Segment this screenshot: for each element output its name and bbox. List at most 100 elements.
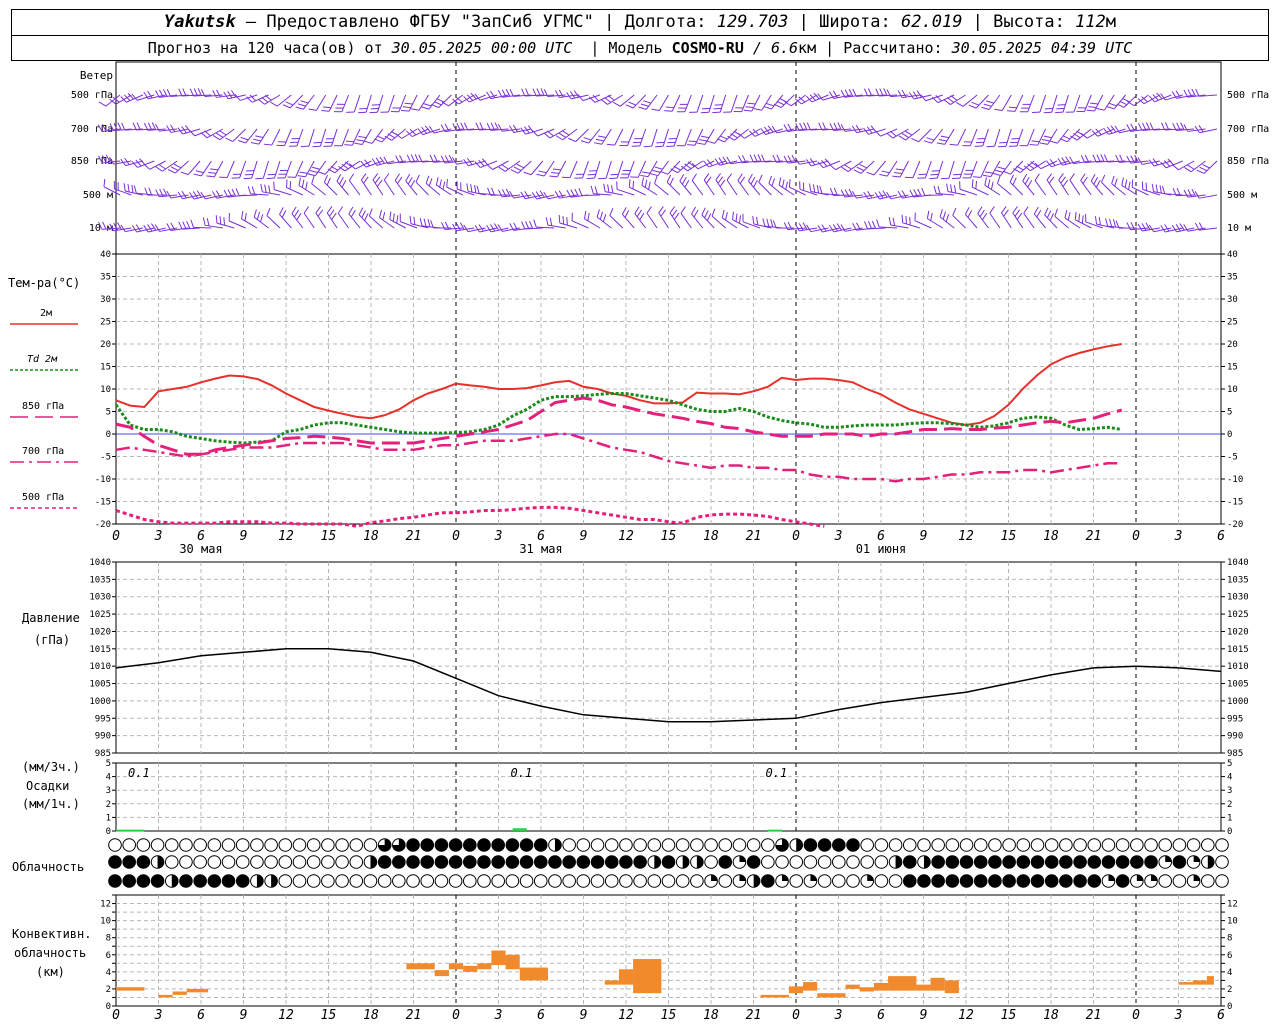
- wind-barb-staff: [662, 128, 669, 147]
- temp-hour-label: 12: [618, 529, 634, 544]
- wind-barb-staff: [1131, 186, 1149, 196]
- wind-barb-feather: [752, 215, 755, 225]
- cloud-symbol-fill: [796, 838, 803, 852]
- cloud-symbol: [988, 874, 1002, 888]
- wind-barb-staff: [219, 128, 235, 141]
- wind-barb-feather: [1176, 187, 1181, 196]
- cloud-symbol: [406, 874, 420, 888]
- wind-barb-staff: [456, 160, 475, 165]
- wind-barb-staff: [957, 128, 967, 146]
- convective-bar: [477, 963, 492, 970]
- wind-barb-feather: [1115, 154, 1120, 163]
- wind-barb-feather: [409, 215, 412, 224]
- wind-barb-feather: [155, 189, 160, 197]
- press-ytick-label: 990: [1227, 732, 1243, 742]
- wind-barb-feather: [1112, 219, 1117, 228]
- wind-barb-feather: [532, 88, 537, 97]
- temp-series-line-1: [114, 392, 1123, 445]
- cloud-symbol: [477, 874, 491, 888]
- wind-barb-staff: [1178, 160, 1195, 171]
- wind-barb-feather: [374, 138, 383, 143]
- wind-barb-feather: [240, 136, 249, 141]
- wind-barb-staff: [701, 214, 715, 229]
- wind-barb-feather: [664, 110, 673, 112]
- wind-barb-staff: [136, 227, 155, 233]
- cloud-symbol: [306, 874, 321, 888]
- wind-barb-feather: [952, 207, 957, 216]
- wind-barb-feather: [321, 110, 330, 112]
- wind-barb-feather: [803, 122, 808, 131]
- press-ytick-label: 1035: [1227, 575, 1249, 585]
- wind-barb-staff: [984, 184, 1001, 196]
- wind-barb-feather: [441, 101, 449, 107]
- temp-ytick-label: 30: [1227, 295, 1238, 305]
- wind-barb-staff: [787, 227, 806, 231]
- wind-barb-feather: [979, 209, 985, 218]
- header-title-row: Yakutsk — Предоставлено ФГБУ "ЗапСиб УГМ…: [12, 10, 1268, 36]
- wind-barb-feather: [718, 157, 724, 165]
- wind-barb-staff: [232, 128, 247, 142]
- wind-barb-feather: [195, 170, 204, 174]
- wind-barb-feather: [364, 213, 369, 221]
- wind-barb-feather: [315, 206, 321, 214]
- wind-barb-feather: [215, 215, 218, 224]
- lat-label: Широта:: [819, 12, 891, 32]
- wind-barb-feather: [158, 164, 166, 170]
- convective-bar: [406, 963, 435, 970]
- wind-barb-feather: [703, 173, 710, 181]
- cloud-symbol: [491, 838, 505, 852]
- wind-barb-feather: [1194, 125, 1200, 134]
- temp-hour-label: 0: [1132, 529, 1140, 544]
- wind-barb-staff: [753, 223, 772, 229]
- wind-barb-feather: [446, 178, 448, 188]
- wind-barb-staff: [348, 180, 361, 196]
- wind-barb-staff: [148, 227, 166, 233]
- computed-time: 30.05.2025 04:39 UTC: [951, 39, 1133, 57]
- wind-barb-staff: [467, 227, 486, 233]
- wind-barb-staff: [536, 194, 555, 200]
- cloud-symbol: [590, 838, 605, 852]
- conv-hour-label: 21: [746, 1008, 762, 1023]
- wind-barb-feather: [251, 186, 256, 195]
- wind-barb-staff: [1199, 194, 1218, 199]
- temp-ytick-label: -15: [1227, 498, 1243, 508]
- wind-barb-staff: [569, 160, 578, 178]
- wind-barb-feather: [455, 96, 463, 103]
- cloud-symbol: [1087, 855, 1102, 869]
- conv-hour-label: 12: [618, 1008, 634, 1023]
- wind-barb-staff: [113, 160, 132, 165]
- wind-barb-feather: [478, 159, 485, 167]
- wind-barb-feather: [753, 108, 762, 111]
- wind-barb-feather: [1110, 125, 1117, 133]
- wind-barb-feather: [748, 173, 753, 182]
- wind-barb-feather: [901, 190, 907, 198]
- cloud-symbol-fill: [739, 874, 746, 881]
- cloud-symbol-fill: [171, 874, 179, 888]
- wind-barb-feather: [524, 126, 530, 134]
- wind-barb-staff: [1130, 227, 1149, 231]
- wind-barb-feather: [888, 217, 892, 226]
- conv-hour-label: 3: [1174, 1008, 1183, 1023]
- wind-barb-feather: [562, 216, 565, 225]
- wind-barb-feather: [154, 224, 160, 232]
- wind-barb-feather: [466, 94, 474, 101]
- wind-barb-feather: [770, 219, 774, 228]
- wind-barb-feather: [578, 187, 583, 196]
- conv-ytick-label: 4: [1227, 968, 1232, 978]
- wind-barb-staff: [114, 188, 132, 196]
- wind-barb-feather: [407, 176, 413, 185]
- wind-barb-staff: [571, 220, 589, 229]
- wind-barb-feather: [285, 101, 294, 106]
- wind-barb-feather: [120, 224, 126, 232]
- convective-bar: [463, 965, 478, 972]
- wind-barb-staff: [1080, 180, 1092, 196]
- cloud-symbol: [803, 855, 818, 869]
- wind-barb-feather: [570, 189, 576, 197]
- wind-barb-staff: [326, 212, 338, 229]
- wind-barb-staff: [936, 160, 944, 179]
- wind-barb-staff: [284, 128, 292, 146]
- wind-barb-feather: [931, 96, 939, 103]
- cloud-symbol: [505, 874, 520, 888]
- wind-barb-feather: [817, 161, 824, 169]
- wind-barb-feather: [235, 188, 240, 196]
